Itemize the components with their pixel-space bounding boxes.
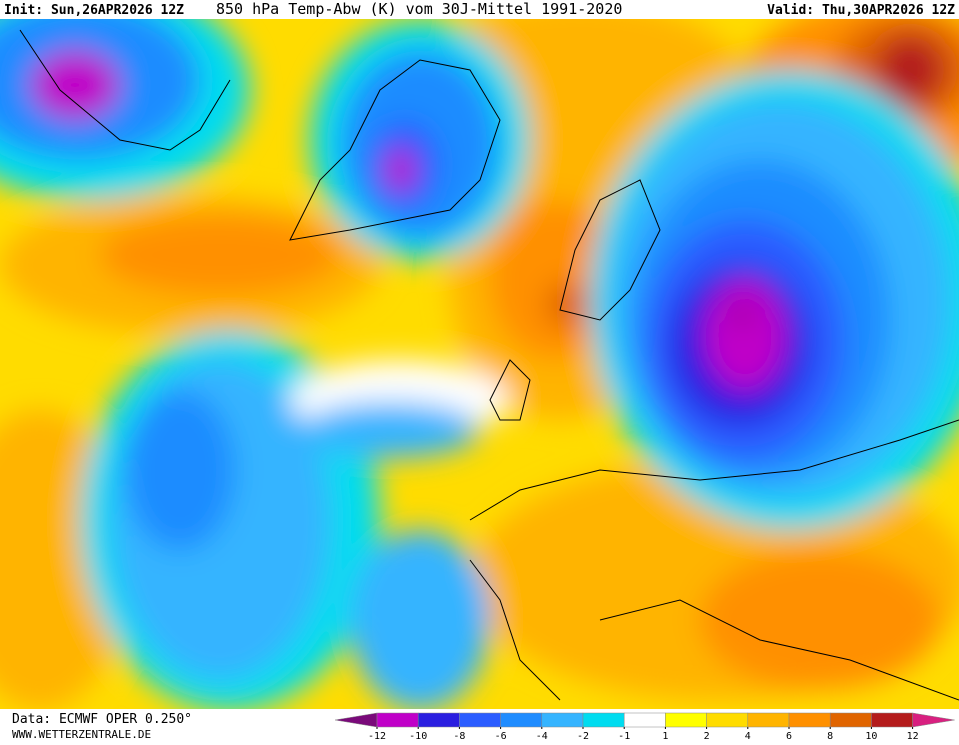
legend-swatch [417, 712, 460, 728]
legend-tick-label: -1 [618, 731, 630, 741]
legend-swatch [871, 712, 913, 728]
legend-swatch [459, 712, 501, 728]
legend-swatch [582, 712, 625, 728]
legend-tick-label: -10 [409, 731, 427, 741]
legend-arrow [912, 712, 955, 728]
legend-tick-label: 4 [745, 731, 751, 741]
legend-tick-label: 12 [907, 731, 919, 741]
legend-tick-label: 10 [865, 731, 877, 741]
legend-swatch [747, 712, 790, 728]
legend-tick-label: 6 [786, 731, 792, 741]
legend-swatch [788, 712, 831, 728]
color-legend: -12 -10 -8 -6 -4 -2 -1 1 2 4 6 8 10 12 [334, 712, 955, 742]
legend-swatch [706, 712, 749, 728]
legend-tick-label: 8 [827, 731, 833, 741]
data-source: Data: ECMWF OPER 0.250° [12, 712, 192, 727]
legend-swatch [829, 712, 872, 728]
legend-tick-label: 2 [704, 731, 710, 741]
legend-tick-label: -6 [495, 731, 507, 741]
legend-tick-label: -8 [453, 731, 465, 741]
legend-swatch [541, 712, 584, 728]
legend-swatch [500, 712, 543, 728]
website: WWW.WETTERZENTRALE.DE [12, 728, 151, 741]
legend-swatch [376, 712, 419, 728]
legend-swatch [665, 712, 707, 728]
coastlines [19, 29, 959, 701]
map-field [0, 19, 959, 709]
valid-time: Valid: Thu,30APR2026 12Z [767, 3, 955, 18]
header-bar [0, 0, 959, 19]
legend-tick-label: -2 [577, 731, 589, 741]
legend-tick-label: -12 [368, 731, 386, 741]
init-time: Init: Sun,26APR2026 12Z [4, 3, 184, 18]
legend-tick-label: -4 [536, 731, 548, 741]
map-title: 850 hPa Temp-Abw (K) vom 30J-Mittel 1991… [216, 0, 622, 18]
legend-tick-label: 1 [662, 731, 668, 741]
legend-swatch [623, 712, 666, 728]
